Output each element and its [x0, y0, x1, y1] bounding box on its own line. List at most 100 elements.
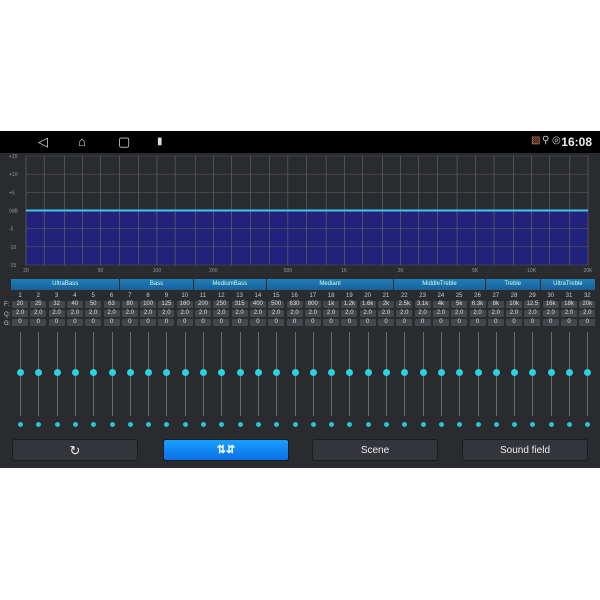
band-q[interactable]: 2.0 [304, 310, 321, 317]
band-q[interactable]: 2.0 [469, 310, 486, 317]
band-q[interactable]: 2.0 [213, 310, 230, 317]
band-frequency[interactable]: 5k [451, 301, 468, 308]
band-gain[interactable]: 0 [48, 319, 65, 326]
band-q[interactable]: 2.0 [12, 310, 28, 317]
band-frequency[interactable]: 25 [30, 301, 47, 308]
gain-slider-knob[interactable] [328, 369, 336, 376]
band-frequency[interactable]: 20k [579, 301, 596, 308]
gain-slider-knob[interactable] [108, 369, 116, 376]
band-frequency[interactable]: 1.6k [359, 301, 376, 308]
gain-slider-knob[interactable] [511, 369, 519, 376]
gain-slider-knob[interactable] [309, 369, 317, 376]
band-q[interactable]: 2.0 [432, 310, 449, 317]
gain-slider-knob[interactable] [200, 369, 207, 376]
band-gain[interactable]: 0 [469, 319, 486, 326]
band-gain[interactable]: 0 [12, 319, 28, 326]
band-frequency[interactable]: 8k [487, 301, 504, 308]
gain-slider-knob[interactable] [547, 369, 555, 376]
band-q[interactable]: 2.0 [451, 310, 468, 317]
band-frequency[interactable]: 500 [268, 301, 285, 308]
band-frequency[interactable]: 20 [12, 301, 28, 308]
band-gain[interactable]: 0 [140, 319, 157, 326]
band-frequency[interactable]: 250 [213, 301, 230, 308]
gain-slider-knob[interactable] [236, 369, 244, 376]
gain-slider-knob[interactable] [346, 369, 354, 376]
band-q[interactable]: 2.0 [249, 310, 266, 317]
band-group-header[interactable]: Mediant [266, 279, 394, 290]
band-gain[interactable]: 0 [579, 319, 596, 326]
gain-slider-knob[interactable] [126, 369, 134, 376]
gain-slider-knob[interactable] [419, 369, 427, 376]
band-gain[interactable]: 0 [561, 319, 577, 326]
band-gain[interactable]: 0 [432, 319, 449, 326]
band-q[interactable]: 2.0 [378, 310, 394, 317]
band-gain[interactable]: 0 [323, 319, 340, 326]
band-gain[interactable]: 0 [85, 319, 102, 326]
band-frequency[interactable]: 3.1k [414, 301, 431, 308]
band-frequency[interactable]: 80 [121, 301, 138, 308]
home-icon[interactable]: ⌂ [78, 134, 86, 149]
band-frequency[interactable]: 100 [140, 301, 157, 308]
back-icon[interactable]: ◁ [38, 134, 48, 149]
band-q[interactable]: 2.0 [414, 310, 431, 317]
band-gain[interactable]: 0 [506, 319, 523, 326]
gain-slider-knob[interactable] [401, 369, 409, 376]
band-gain[interactable]: 0 [286, 319, 303, 326]
gain-slider-knob[interactable] [145, 369, 153, 376]
band-gain[interactable]: 0 [524, 319, 541, 326]
gain-slider-knob[interactable] [364, 369, 372, 376]
gain-slider-knob[interactable] [474, 369, 482, 376]
band-gain[interactable]: 0 [195, 319, 211, 326]
gain-slider-knob[interactable] [218, 369, 226, 376]
band-frequency[interactable]: 160 [176, 301, 193, 308]
band-q[interactable]: 2.0 [396, 310, 413, 317]
band-gain[interactable]: 0 [213, 319, 230, 326]
band-frequency[interactable]: 32 [48, 301, 65, 308]
band-gain[interactable]: 0 [542, 319, 559, 326]
band-frequency[interactable]: 400 [249, 301, 266, 308]
band-frequency[interactable]: 800 [304, 301, 321, 308]
band-gain[interactable]: 0 [176, 319, 193, 326]
band-group-header[interactable]: MiddleTreble [394, 279, 485, 290]
gain-slider-knob[interactable] [53, 369, 61, 376]
band-group-header[interactable]: Bass [120, 279, 193, 290]
gain-slider-knob[interactable] [90, 369, 98, 376]
band-q[interactable]: 2.0 [341, 310, 358, 317]
band-frequency[interactable]: 1k [323, 301, 340, 308]
gain-slider-knob[interactable] [383, 369, 390, 376]
gain-slider-knob[interactable] [492, 369, 500, 376]
band-q[interactable]: 2.0 [286, 310, 303, 317]
band-q[interactable]: 2.0 [30, 310, 47, 317]
gain-slider-knob[interactable] [35, 369, 43, 376]
band-frequency[interactable]: 4k [432, 301, 449, 308]
gain-slider-knob[interactable] [456, 369, 464, 376]
band-frequency[interactable]: 315 [231, 301, 248, 308]
band-q[interactable]: 2.0 [66, 310, 83, 317]
band-q[interactable]: 2.0 [487, 310, 504, 317]
band-gain[interactable]: 0 [231, 319, 248, 326]
band-gain[interactable]: 0 [103, 319, 120, 326]
reset-button[interactable]: ↻ [12, 439, 138, 461]
band-q[interactable]: 2.0 [48, 310, 65, 317]
band-gain[interactable]: 0 [158, 319, 175, 326]
scene-button[interactable]: Scene [312, 439, 438, 461]
band-q[interactable]: 2.0 [561, 310, 577, 317]
band-gain[interactable]: 0 [378, 319, 394, 326]
gain-slider-knob[interactable] [163, 369, 171, 376]
band-frequency[interactable]: 125 [158, 301, 175, 308]
gain-slider-knob[interactable] [437, 369, 445, 376]
band-frequency[interactable]: 2k [378, 301, 394, 308]
band-q[interactable]: 2.0 [231, 310, 248, 317]
band-group-header[interactable]: UltraBass [11, 279, 120, 290]
band-q[interactable]: 2.0 [268, 310, 285, 317]
band-q[interactable]: 2.0 [85, 310, 102, 317]
band-q[interactable]: 2.0 [121, 310, 138, 317]
band-gain[interactable]: 0 [341, 319, 358, 326]
band-q[interactable]: 2.0 [176, 310, 193, 317]
gain-slider-knob[interactable] [254, 369, 262, 376]
gain-slider-knob[interactable] [529, 369, 537, 376]
band-q[interactable]: 2.0 [524, 310, 541, 317]
gain-slider-knob[interactable] [584, 369, 592, 376]
band-q[interactable]: 2.0 [359, 310, 376, 317]
band-q[interactable]: 2.0 [579, 310, 596, 317]
